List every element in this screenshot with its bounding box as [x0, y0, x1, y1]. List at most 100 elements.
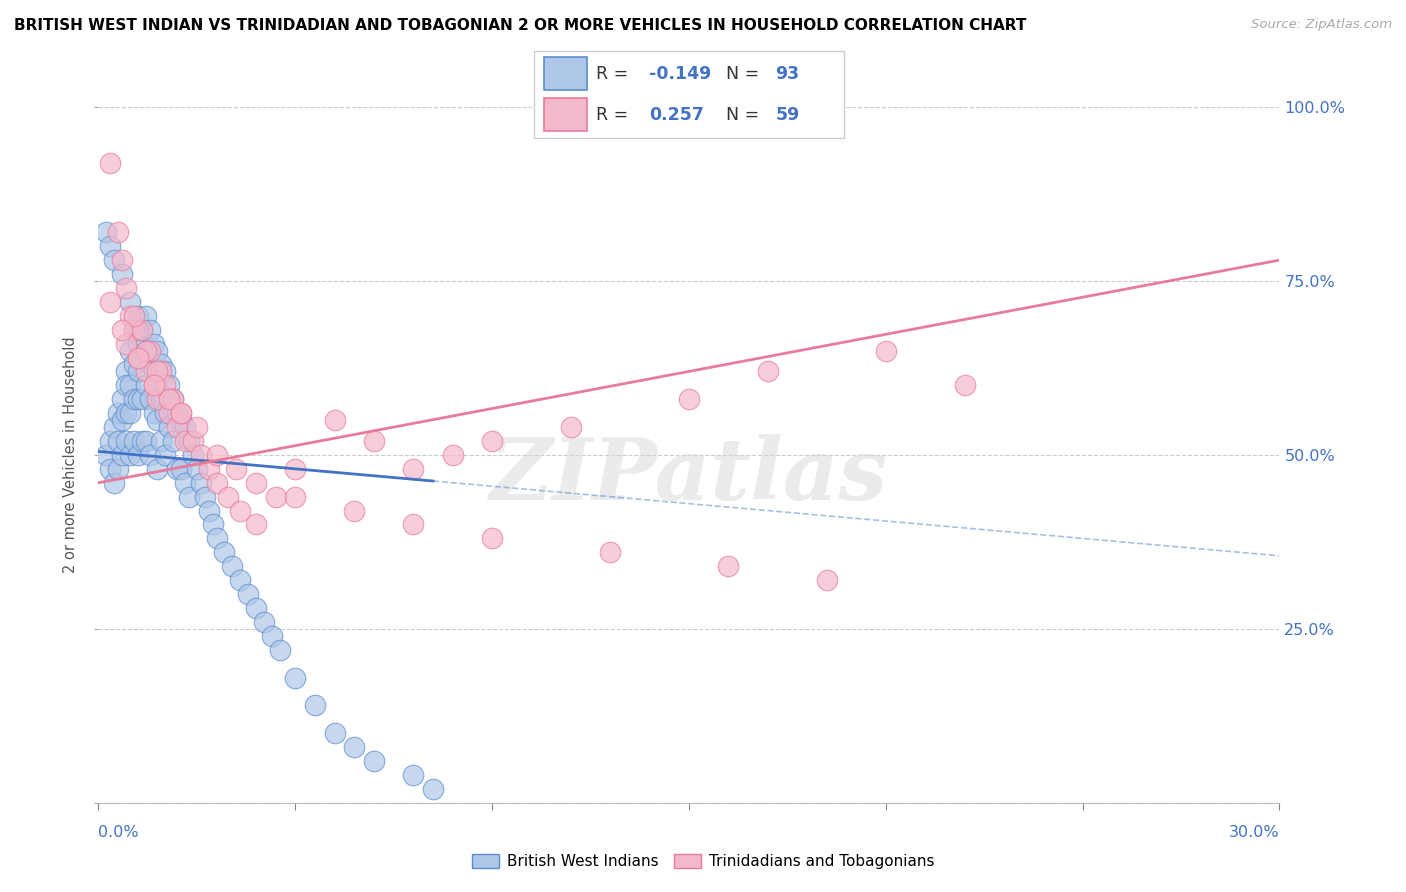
Point: [122, 392, 145, 407]
Point: [138, 323, 160, 337]
Point: [217, 490, 239, 504]
Point: [111, 413, 134, 427]
Point: [155, 448, 177, 462]
Point: [111, 253, 134, 268]
Point: [146, 462, 169, 476]
Y-axis label: 2 or more Vehicles in Household: 2 or more Vehicles in Household: [63, 336, 79, 574]
Point: [363, 434, 385, 448]
Point: [127, 336, 149, 351]
Point: [115, 378, 138, 392]
Point: [284, 462, 307, 476]
Point: [98, 462, 121, 476]
Point: [127, 351, 149, 365]
Point: [155, 364, 177, 378]
Point: [142, 406, 165, 420]
Text: 30.0%: 30.0%: [1229, 825, 1279, 840]
Text: N =: N =: [725, 105, 765, 124]
Point: [98, 239, 121, 253]
Point: [481, 434, 503, 448]
FancyBboxPatch shape: [534, 51, 844, 138]
Point: [190, 448, 212, 462]
Text: 0.257: 0.257: [648, 105, 703, 124]
FancyBboxPatch shape: [544, 57, 586, 90]
Point: [131, 351, 153, 365]
Point: [194, 490, 217, 504]
Point: [323, 413, 346, 427]
Point: [135, 378, 157, 392]
Point: [111, 448, 134, 462]
Point: [402, 462, 425, 476]
Point: [197, 503, 219, 517]
Point: [150, 358, 173, 372]
Point: [402, 517, 425, 532]
Point: [98, 434, 121, 448]
Point: [131, 323, 153, 337]
Point: [264, 490, 287, 504]
Point: [157, 420, 180, 434]
Point: [190, 475, 212, 490]
Point: [181, 434, 204, 448]
Point: [118, 343, 141, 358]
Point: [115, 364, 138, 378]
Point: [127, 392, 149, 407]
Point: [229, 503, 252, 517]
Point: [118, 294, 141, 309]
Point: [107, 462, 129, 476]
Text: R =: R =: [596, 64, 634, 83]
Point: [186, 420, 208, 434]
Point: [245, 517, 267, 532]
Point: [177, 490, 200, 504]
Point: [170, 406, 193, 420]
Point: [678, 392, 700, 407]
Point: [170, 462, 193, 476]
Point: [131, 392, 153, 407]
Point: [135, 343, 157, 358]
Point: [166, 420, 188, 434]
Point: [481, 532, 503, 546]
Point: [118, 309, 141, 323]
Point: [155, 406, 177, 420]
Point: [422, 781, 444, 796]
Point: [162, 392, 184, 407]
Point: [96, 225, 118, 239]
Text: BRITISH WEST INDIAN VS TRINIDADIAN AND TOBAGONIAN 2 OR MORE VEHICLES IN HOUSEHOL: BRITISH WEST INDIAN VS TRINIDADIAN AND T…: [14, 18, 1026, 33]
Point: [98, 155, 121, 169]
Point: [201, 517, 224, 532]
Point: [717, 559, 740, 574]
Point: [323, 726, 346, 740]
Point: [146, 378, 169, 392]
Point: [131, 323, 153, 337]
Point: [122, 323, 145, 337]
Point: [96, 448, 118, 462]
Point: [162, 392, 184, 407]
Point: [146, 343, 169, 358]
Point: [127, 351, 149, 365]
Point: [138, 448, 160, 462]
Point: [115, 281, 138, 295]
Point: [205, 448, 228, 462]
Point: [150, 434, 173, 448]
Text: -0.149: -0.149: [648, 64, 711, 83]
Point: [170, 406, 193, 420]
Point: [118, 378, 141, 392]
Point: [138, 358, 160, 372]
Point: [138, 343, 160, 358]
Point: [166, 462, 188, 476]
Point: [142, 378, 165, 392]
Point: [107, 225, 129, 239]
Point: [122, 309, 145, 323]
Point: [441, 448, 464, 462]
Point: [122, 358, 145, 372]
Point: [162, 434, 184, 448]
Text: 0.0%: 0.0%: [98, 825, 139, 840]
Point: [245, 475, 267, 490]
Point: [205, 532, 228, 546]
Point: [269, 642, 291, 657]
Point: [107, 406, 129, 420]
Point: [150, 392, 173, 407]
Point: [122, 434, 145, 448]
Point: [245, 601, 267, 615]
Point: [142, 336, 165, 351]
Point: [142, 364, 165, 378]
Text: ZIPatlas: ZIPatlas: [489, 434, 889, 517]
